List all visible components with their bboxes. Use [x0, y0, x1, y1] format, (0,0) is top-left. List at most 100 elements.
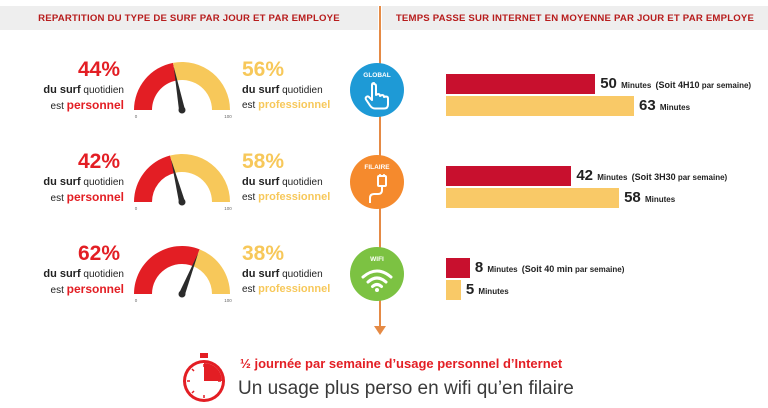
desc-professionnel: professionnel [258, 99, 331, 111]
gauge-segment-pro [173, 62, 230, 110]
pro-minutes-label: 58 Minutes [624, 189, 675, 206]
pro-minutes-label: 5 Minutes [466, 281, 509, 298]
global-circle: GLOBAL [350, 63, 404, 117]
desc-du-surf: du surf [43, 176, 81, 188]
row-wifi: 62% du surf quotidien est personnel 0 100 … [0, 236, 768, 326]
gauge-tick-max: 100 [224, 298, 232, 303]
personal-minutes-label: 50 Minutes (Soit 4H10 par semaine) [600, 75, 751, 92]
personal-pct: 62% [77, 242, 120, 265]
pro-minutes-value: 5 [465, 281, 475, 298]
gauge-tick-max: 100 [224, 114, 232, 119]
gauge-segment-personal [134, 246, 200, 294]
gauge-hub [178, 198, 186, 206]
desc-est: est [50, 285, 64, 296]
bottom-line-1: ½ journée par semaine d’usage personnel … [240, 356, 563, 371]
pro-minutes-value: 58 [624, 189, 641, 206]
row-filaire: 42% du surf quotidien est personnel 0 100 … [0, 144, 768, 234]
pro-pct: 38% [242, 242, 285, 265]
desc-est: est [242, 284, 256, 295]
weekly-note: (Soit 4H10 par semaine) [655, 80, 752, 90]
gauge-chart: 0 100 [134, 154, 232, 211]
desc-personnel: personnel [66, 282, 124, 296]
desc-du-surf: du surf [242, 84, 280, 96]
minutes-unit: Minutes [478, 287, 509, 296]
gauge-hub [178, 290, 186, 298]
pro-desc: du surf quotidien est professionnel [242, 267, 352, 297]
bar-pro [446, 96, 634, 116]
gauge-tick-min: 0 [135, 206, 138, 211]
row-global: 44% du surf quotidien est personnel 0 100 … [0, 52, 768, 142]
desc-personnel: personnel [66, 190, 124, 204]
desc-quotidien: quotidien [83, 269, 124, 280]
desc-quotidien: quotidien [282, 177, 323, 188]
personal-minutes-label: 8 Minutes (Soit 40 min par semaine) [475, 259, 625, 276]
pointing-hand-icon [364, 82, 389, 110]
pro-desc: du surf quotidien est professionnel [242, 83, 352, 113]
icon-label: GLOBAL [363, 72, 391, 79]
pro-pct: 58% [242, 150, 285, 173]
minutes-unit: Minutes [659, 103, 691, 112]
personal-pct: 42% [77, 150, 120, 173]
personal-desc: du surf quotidien est personnel [0, 267, 124, 298]
filaire-circle: FILAIRE [350, 155, 404, 209]
pro-desc: du surf quotidien est professionnel [242, 175, 352, 205]
bottom-line-2: Un usage plus perso en wifi qu’en filair… [238, 378, 574, 399]
weekly-note: (Soit 3H30 par semaine) [631, 172, 728, 182]
divider-arrow [374, 326, 386, 335]
personal-desc: du surf quotidien est personnel [0, 175, 124, 206]
bar-personal [446, 74, 596, 94]
weekly-note: (Soit 40 min par semaine) [521, 264, 625, 274]
desc-du-surf: du surf [242, 268, 280, 280]
pro-minutes-value: 63 [639, 97, 656, 114]
gauge-tick-min: 0 [135, 114, 138, 119]
gauge-hub [178, 106, 186, 114]
stopwatch-icon [183, 353, 225, 402]
personal-pct: 44% [77, 58, 120, 81]
desc-est: est [242, 100, 256, 111]
header-right: TEMPS PASSE SUR INTERNET EN MOYENNE PAR … [382, 6, 768, 30]
desc-du-surf: du surf [43, 84, 81, 96]
wifi-icon [361, 269, 393, 292]
gauge-needle [179, 253, 199, 296]
desc-professionnel: professionnel [258, 283, 331, 295]
desc-est: est [50, 193, 64, 204]
bar-personal [446, 258, 470, 278]
desc-du-surf: du surf [242, 176, 280, 188]
minutes-unit: Minutes [597, 173, 628, 182]
gauge-needle [171, 159, 185, 203]
minutes-unit: Minutes [487, 265, 518, 274]
desc-quotidien: quotidien [282, 269, 323, 280]
bar-pro [446, 280, 461, 300]
gauge-chart: 0 100 [134, 246, 232, 303]
minutes-unit: Minutes [621, 81, 652, 90]
bar-pro [446, 188, 620, 208]
desc-est: est [50, 101, 64, 112]
pro-pct: 56% [242, 58, 285, 81]
minutes-unit: Minutes [644, 195, 676, 204]
desc-personnel: personnel [66, 98, 124, 112]
desc-est: est [242, 192, 256, 203]
gauge-segment-personal [134, 155, 175, 202]
gauge-needle [173, 66, 185, 111]
icon-label: FILAIRE [364, 164, 390, 171]
icon-label: WIFI [370, 256, 384, 263]
desc-quotidien: quotidien [83, 85, 124, 96]
pro-minutes-label: 63 Minutes [639, 97, 690, 114]
gauge-chart: 0 100 [134, 62, 232, 119]
bar-personal [446, 166, 572, 186]
personal-minutes-value: 42 [576, 167, 594, 184]
gauge-segment-personal [134, 62, 177, 110]
gauge-tick-min: 0 [135, 298, 138, 303]
personal-desc: du surf quotidien est personnel [0, 83, 124, 114]
gauge-segment-pro [170, 154, 230, 202]
gauge-tick-max: 100 [224, 206, 232, 211]
desc-quotidien: quotidien [83, 177, 124, 188]
personal-minutes-value: 8 [474, 259, 484, 276]
personal-minutes-value: 50 [600, 75, 617, 92]
header-left: REPARTITION DU TYPE DE SURF PAR JOUR ET … [0, 6, 378, 30]
desc-quotidien: quotidien [282, 85, 323, 96]
desc-du-surf: du surf [43, 268, 81, 280]
desc-professionnel: professionnel [258, 191, 331, 203]
cable-plug-icon [369, 174, 387, 203]
gauge-segment-pro [193, 249, 230, 294]
